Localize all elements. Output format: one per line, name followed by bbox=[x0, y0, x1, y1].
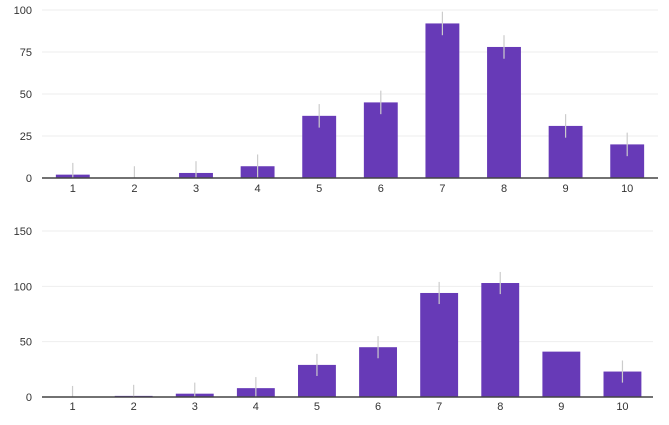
x-tick-label: 9 bbox=[558, 401, 564, 413]
x-tick-label: 7 bbox=[439, 183, 445, 195]
y-tick-label: 150 bbox=[14, 226, 32, 238]
y-tick-label: 0 bbox=[26, 173, 32, 185]
x-tick-label: 3 bbox=[192, 401, 198, 413]
x-tick-label: 6 bbox=[378, 183, 384, 195]
x-tick-label: 10 bbox=[616, 401, 628, 413]
x-tick-label: 3 bbox=[193, 183, 199, 195]
x-tick-label: 5 bbox=[314, 401, 320, 413]
x-tick-label: 2 bbox=[131, 401, 137, 413]
bar bbox=[487, 46, 521, 179]
x-tick-label: 1 bbox=[69, 401, 75, 413]
y-tick-label: 50 bbox=[20, 89, 32, 101]
x-tick-label: 1 bbox=[70, 183, 76, 195]
bar bbox=[425, 23, 460, 178]
bar bbox=[420, 292, 459, 397]
x-tick-label: 2 bbox=[131, 183, 137, 195]
x-tick-label: 8 bbox=[501, 183, 507, 195]
x-tick-label: 5 bbox=[316, 183, 322, 195]
bar bbox=[481, 283, 520, 397]
x-tick-label: 9 bbox=[563, 183, 569, 195]
y-tick-label: 50 bbox=[20, 337, 32, 349]
x-tick-label: 7 bbox=[436, 401, 442, 413]
y-tick-label: 100 bbox=[14, 5, 32, 17]
bottom-bar-chart: 0 50 100 150 1 2 3 4 5 6 7 8 9 10 bbox=[14, 226, 653, 413]
y-tick-label: 0 bbox=[26, 392, 32, 404]
x-tick-label: 4 bbox=[255, 183, 261, 195]
bar bbox=[542, 351, 581, 397]
y-tick-label: 25 bbox=[20, 131, 32, 143]
top-bar-chart: 0 25 50 75 100 1 2 3 4 5 6 7 8 9 10 bbox=[14, 5, 658, 195]
x-tick-label: 6 bbox=[375, 401, 381, 413]
x-tick-label: 8 bbox=[497, 401, 503, 413]
x-tick-label: 4 bbox=[253, 401, 259, 413]
bar bbox=[363, 102, 398, 178]
x-tick-label: 10 bbox=[621, 183, 633, 195]
y-tick-label: 75 bbox=[20, 47, 32, 59]
y-tick-label: 100 bbox=[14, 281, 32, 293]
